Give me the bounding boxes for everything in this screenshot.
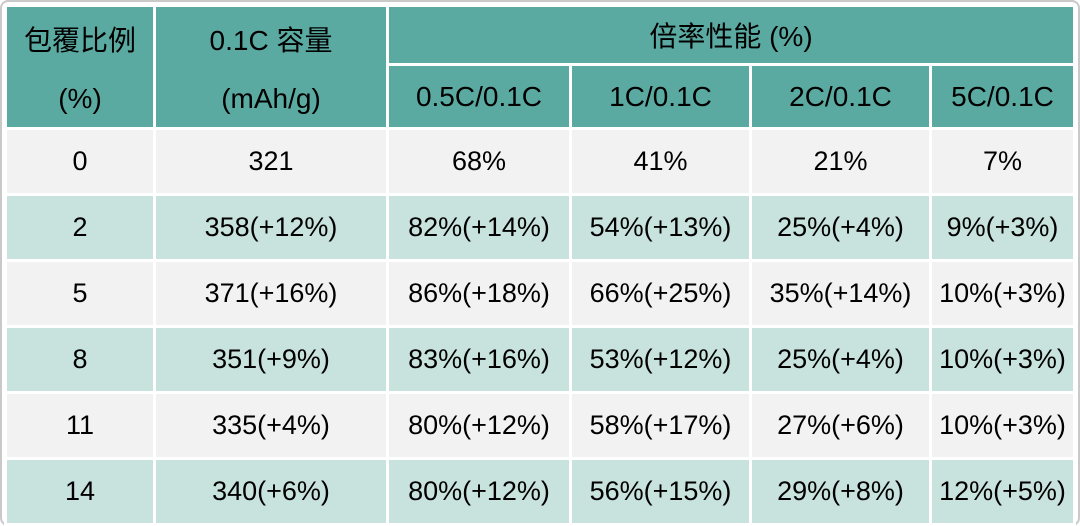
- header-coating-ratio: 包覆比例 (%): [7, 7, 153, 127]
- cell-rate-1c: 58%(+17%): [572, 394, 749, 457]
- cell-rate-1c: 41%: [572, 130, 749, 193]
- cell-capacity: 358(+12%): [156, 196, 386, 259]
- cell-capacity: 340(+6%): [156, 460, 386, 523]
- cell-rate-2c: 25%(+4%): [752, 328, 929, 391]
- cell-rate-5c: 10%(+3%): [932, 394, 1073, 457]
- cell-capacity: 351(+9%): [156, 328, 386, 391]
- header-coating-ratio-unit: (%): [58, 83, 102, 114]
- cell-rate-2c: 27%(+6%): [752, 394, 929, 457]
- cell-rate-5c: 7%: [932, 130, 1073, 193]
- cell-rate-2c: 35%(+14%): [752, 262, 929, 325]
- table-row: 2 358(+12%) 82%(+14%) 54%(+13%) 25%(+4%)…: [7, 196, 1073, 259]
- table-row: 11 335(+4%) 80%(+12%) 58%(+17%) 27%(+6%)…: [7, 394, 1073, 457]
- cell-rate-0p5c: 80%(+12%): [389, 460, 569, 523]
- header-capacity-label: 0.1C 容量: [209, 25, 333, 56]
- header-sub-0p5c: 0.5C/0.1C: [389, 66, 569, 127]
- cell-rate-0p5c: 80%(+12%): [389, 394, 569, 457]
- header-rate-performance-group: 倍率性能 (%): [389, 7, 1073, 63]
- cell-rate-0p5c: 68%: [389, 130, 569, 193]
- header-sub-2c: 2C/0.1C: [752, 66, 929, 127]
- cell-rate-1c: 56%(+15%): [572, 460, 749, 523]
- cell-coating-ratio: 5: [7, 262, 153, 325]
- coating-rate-performance-table: 包覆比例 (%) 0.1C 容量 (mAh/g) 倍率性能 (%) 0.5C/0…: [4, 4, 1076, 526]
- cell-capacity: 371(+16%): [156, 262, 386, 325]
- cell-rate-1c: 54%(+13%): [572, 196, 749, 259]
- table-row: 14 340(+6%) 80%(+12%) 56%(+15%) 29%(+8%)…: [7, 460, 1073, 523]
- table-row: 8 351(+9%) 83%(+16%) 53%(+12%) 25%(+4%) …: [7, 328, 1073, 391]
- cell-coating-ratio: 14: [7, 460, 153, 523]
- cell-rate-5c: 9%(+3%): [932, 196, 1073, 259]
- cell-rate-2c: 25%(+4%): [752, 196, 929, 259]
- header-sub-1c: 1C/0.1C: [572, 66, 749, 127]
- cell-rate-1c: 53%(+12%): [572, 328, 749, 391]
- cell-rate-2c: 29%(+8%): [752, 460, 929, 523]
- table-row: 5 371(+16%) 86%(+18%) 66%(+25%) 35%(+14%…: [7, 262, 1073, 325]
- cell-rate-1c: 66%(+25%): [572, 262, 749, 325]
- header-capacity: 0.1C 容量 (mAh/g): [156, 7, 386, 127]
- header-sub-5c: 5C/0.1C: [932, 66, 1073, 127]
- cell-coating-ratio: 2: [7, 196, 153, 259]
- cell-rate-5c: 10%(+3%): [932, 328, 1073, 391]
- cell-coating-ratio: 11: [7, 394, 153, 457]
- cell-coating-ratio: 0: [7, 130, 153, 193]
- header-coating-ratio-label: 包覆比例: [23, 25, 136, 56]
- cell-rate-2c: 21%: [752, 130, 929, 193]
- cell-rate-5c: 12%(+5%): [932, 460, 1073, 523]
- cell-rate-5c: 10%(+3%): [932, 262, 1073, 325]
- cell-capacity: 335(+4%): [156, 394, 386, 457]
- cell-rate-0p5c: 82%(+14%): [389, 196, 569, 259]
- cell-rate-0p5c: 86%(+18%): [389, 262, 569, 325]
- table-row: 0 321 68% 41% 21% 7%: [7, 130, 1073, 193]
- cell-capacity: 321: [156, 130, 386, 193]
- header-capacity-unit: (mAh/g): [221, 83, 321, 114]
- cell-coating-ratio: 8: [7, 328, 153, 391]
- cell-rate-0p5c: 83%(+16%): [389, 328, 569, 391]
